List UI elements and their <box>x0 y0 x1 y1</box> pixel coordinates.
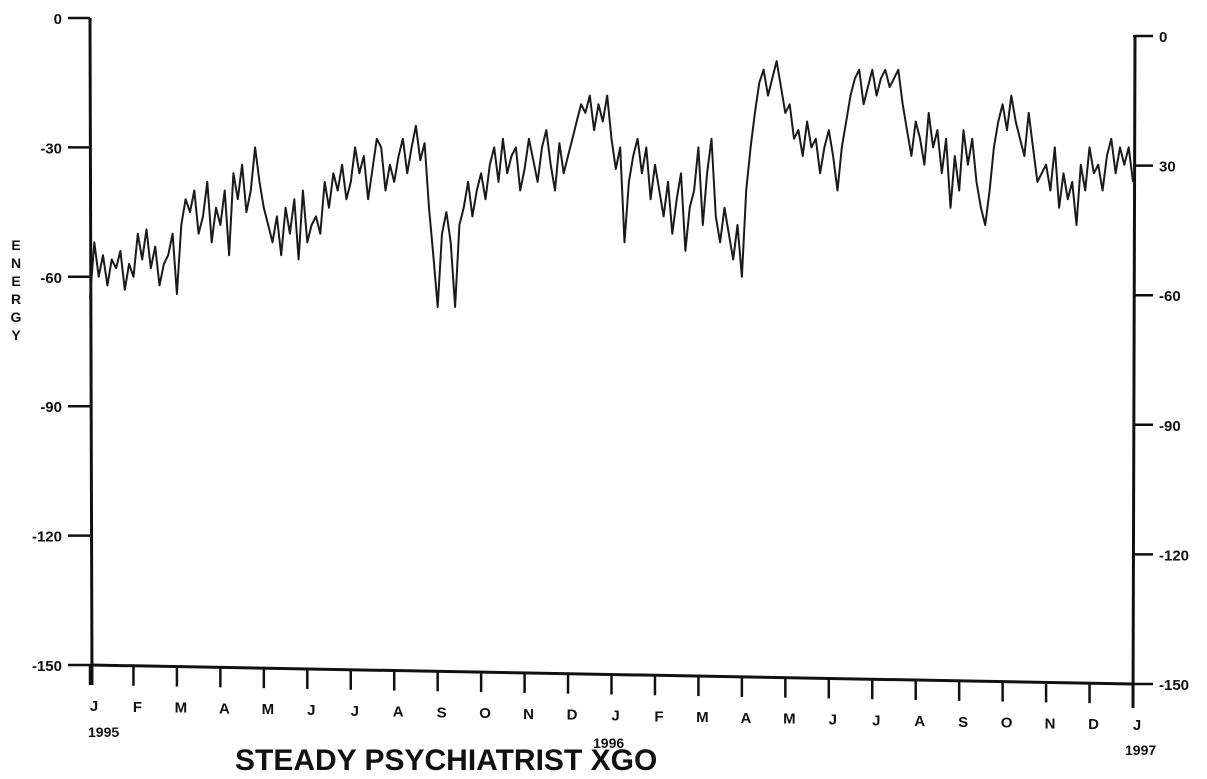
ylabel-letter: N <box>11 255 21 271</box>
x-ticks: J F M A M J J A S O N D J F M A M J J A S O N D J <box>88 665 1141 734</box>
month-label: N <box>523 706 534 723</box>
ylabel-letter: R <box>11 291 21 307</box>
month-label: A <box>219 700 230 717</box>
month-label: M <box>175 700 188 717</box>
month-label: A <box>914 713 925 730</box>
ylabel-letter: E <box>11 273 20 289</box>
month-label: J <box>611 708 619 725</box>
month-label: O <box>479 705 491 722</box>
year-label-1995: 1995 <box>88 724 119 740</box>
month-label: J <box>351 703 359 720</box>
month-label: F <box>133 699 142 716</box>
month-label: S <box>437 704 447 721</box>
ylabel-letter: G <box>11 309 22 325</box>
left-tick-label: -30 <box>40 140 62 157</box>
right-y-ticks: 0 30 -60 -90 -120 -150 <box>1133 29 1189 694</box>
month-label: J <box>872 712 880 729</box>
left-axis-line <box>88 17 94 686</box>
month-label: D <box>1088 716 1099 733</box>
left-y-ticks: 0 -30 -60 -90 -120 -150 <box>32 11 90 675</box>
month-label: A <box>393 704 404 721</box>
right-tick-label: -120 <box>1159 547 1189 564</box>
series-group <box>89 60 1134 308</box>
month-label: J <box>307 702 315 719</box>
year-label-1997: 1997 <box>1125 742 1156 758</box>
month-label: O <box>1001 715 1013 732</box>
month-label: M <box>262 701 275 718</box>
month-label: J <box>90 698 98 715</box>
month-label: D <box>567 707 578 724</box>
axes <box>88 17 1137 709</box>
chart-title: STEADY PSYCHIATRIST XGO <box>235 744 657 777</box>
ylabel-letter: Y <box>11 327 21 343</box>
month-label: J <box>1133 717 1141 734</box>
month-label: S <box>958 714 968 731</box>
left-tick-label: 0 <box>54 11 62 28</box>
left-tick-label: -120 <box>32 529 62 546</box>
energy-series-line <box>89 60 1134 308</box>
month-label: M <box>783 711 796 728</box>
right-tick-label: 0 <box>1159 29 1167 46</box>
month-label: J <box>829 711 837 728</box>
right-tick-label: -150 <box>1159 677 1189 694</box>
right-tick-label: -90 <box>1159 418 1181 435</box>
month-label: F <box>654 708 663 725</box>
month-label: M <box>696 709 709 726</box>
right-axis-line <box>1131 35 1137 709</box>
right-tick-label: 30 <box>1159 159 1176 176</box>
ylabel-letter: E <box>11 237 20 253</box>
left-tick-label: -150 <box>32 658 62 675</box>
month-label: A <box>740 710 751 727</box>
left-tick-label: -60 <box>40 270 62 287</box>
right-tick-label: -60 <box>1159 288 1181 305</box>
year-label-1996: 1996 <box>593 735 624 751</box>
month-label: N <box>1045 715 1056 732</box>
left-tick-label: -90 <box>40 399 62 416</box>
